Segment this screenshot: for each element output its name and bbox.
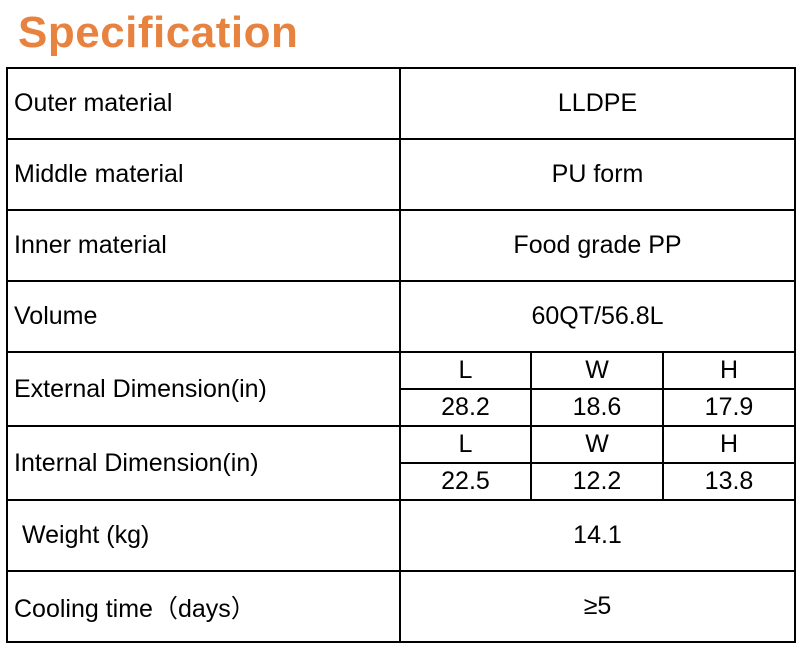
- outer-material-label: Outer material: [6, 67, 401, 140]
- spec-table: Outer material LLDPE Middle material PU …: [6, 67, 797, 643]
- table-row: Outer material LLDPE: [6, 67, 797, 140]
- external-width-value: 18.6: [530, 388, 664, 427]
- inner-material-label: Inner material: [6, 209, 401, 282]
- table-row: Middle material PU form: [6, 138, 797, 211]
- table-row: 28.2 18.6 17.9: [7, 388, 797, 427]
- volume-value: 60QT/56.8L: [398, 280, 797, 353]
- table-row: Weight (kg) 14.1: [6, 499, 797, 572]
- internal-height-header: H: [661, 425, 797, 464]
- table-row: Volume 60QT/56.8L: [6, 280, 797, 353]
- outer-material-value: LLDPE: [398, 67, 797, 140]
- table-row: Internal Dimension(in) L W H: [6, 425, 797, 501]
- weight-label: Weight (kg): [6, 499, 401, 572]
- table-row: External Dimension(in) L W H: [6, 351, 797, 427]
- cooling-time-value: ≥5: [398, 570, 797, 643]
- external-width-header: W: [530, 351, 664, 390]
- internal-width-value: 12.2: [530, 462, 664, 501]
- volume-label: Volume: [6, 280, 401, 353]
- cooling-time-label: Cooling time（days）: [6, 570, 401, 643]
- internal-dimension-label: Internal Dimension(in): [6, 425, 401, 501]
- internal-length-header: L: [399, 425, 532, 464]
- external-length-value: 28.2: [399, 388, 532, 427]
- middle-material-value: PU form: [398, 138, 797, 211]
- internal-height-value: 13.8: [661, 462, 797, 501]
- external-length-header: L: [399, 351, 532, 390]
- middle-material-label: Middle material: [6, 138, 401, 211]
- internal-width-header: W: [530, 425, 664, 464]
- page-title: Specification: [18, 8, 299, 57]
- table-row: Inner material Food grade PP: [6, 209, 797, 282]
- inner-material-value: Food grade PP: [398, 209, 797, 282]
- external-height-header: H: [661, 351, 797, 390]
- external-height-value: 17.9: [661, 388, 797, 427]
- table-row: Cooling time（days） ≥5: [6, 570, 797, 643]
- external-dimension-label: External Dimension(in): [6, 351, 401, 427]
- weight-value: 14.1: [398, 499, 797, 572]
- internal-length-value: 22.5: [399, 462, 532, 501]
- table-row: 22.5 12.2 13.8: [7, 462, 797, 501]
